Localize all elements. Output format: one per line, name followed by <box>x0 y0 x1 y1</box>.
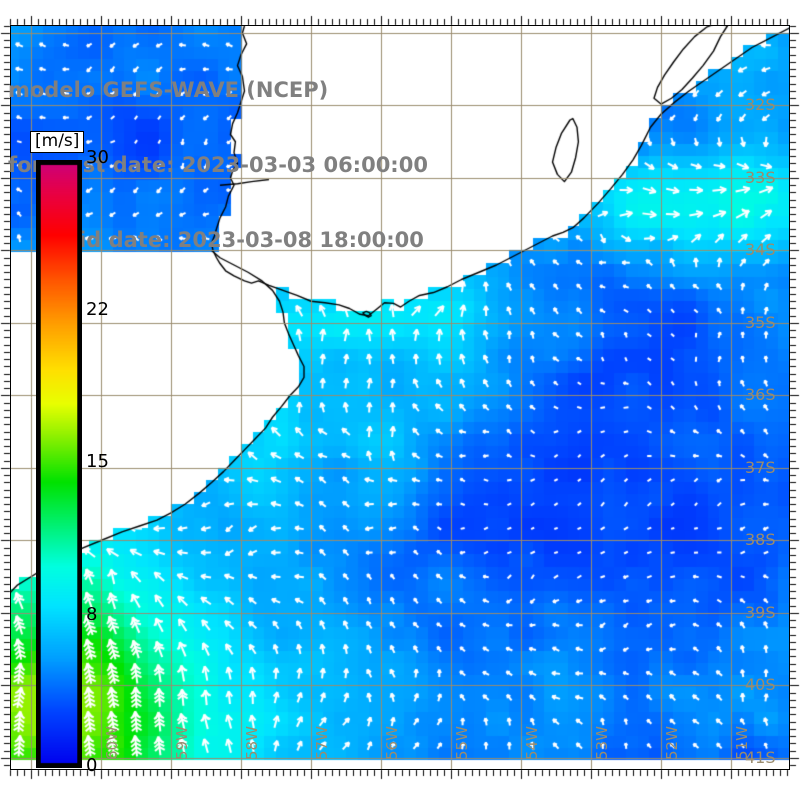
longitude-label-53W: 53W <box>593 726 611 760</box>
longitude-label-55W: 55W <box>453 726 471 760</box>
latitude-label-38S: 38S <box>745 530 776 550</box>
latitude-label-39S: 39S <box>745 602 776 622</box>
longitude-label-51W: 51W <box>733 726 751 760</box>
latitude-label-37S: 37S <box>745 457 776 477</box>
latitude-label-36S: 36S <box>745 385 776 405</box>
colorbar-tick-30: 30 <box>86 147 109 168</box>
colorbar-tick-0: 0 <box>86 755 98 776</box>
latitude-label-34S: 34S <box>745 240 776 260</box>
colorbar <box>36 160 82 768</box>
longitude-label-60W: 60W <box>103 726 121 760</box>
colorbar-tick-15: 15 <box>86 451 109 472</box>
longitude-label-57W: 57W <box>313 726 331 760</box>
latitude-label-40S: 40S <box>745 675 776 695</box>
colorbar-gradient <box>36 160 82 768</box>
longitude-label-59W: 59W <box>173 726 191 760</box>
colorbar-tick-22: 22 <box>86 299 109 320</box>
latitude-label-41S: 41S <box>745 747 776 767</box>
colorbar-tick-8: 8 <box>86 604 98 625</box>
latitude-label-35S: 35S <box>745 312 776 332</box>
title-valid-date-line: valid date: 2023-03-08 18:00:00 <box>44 228 424 252</box>
title-model-line: modelo GEFS-WAVE (NCEP) <box>8 78 329 102</box>
latitude-label-32S: 32S <box>745 95 776 115</box>
latitude-label-33S: 33S <box>745 167 776 187</box>
longitude-label-56W: 56W <box>383 726 401 760</box>
longitude-label-52W: 52W <box>663 726 681 760</box>
longitude-label-58W: 58W <box>243 726 261 760</box>
colorbar-unit-label: [m/s] <box>30 131 85 153</box>
longitude-label-54W: 54W <box>523 726 541 760</box>
